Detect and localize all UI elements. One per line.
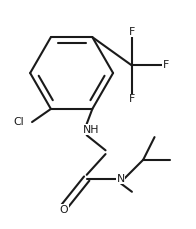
Text: F: F: [129, 27, 135, 37]
Text: N: N: [116, 174, 125, 184]
Text: F: F: [163, 60, 169, 71]
Text: F: F: [129, 94, 135, 104]
Text: O: O: [60, 205, 68, 215]
Text: Cl: Cl: [14, 117, 24, 127]
Text: NH: NH: [83, 125, 100, 135]
